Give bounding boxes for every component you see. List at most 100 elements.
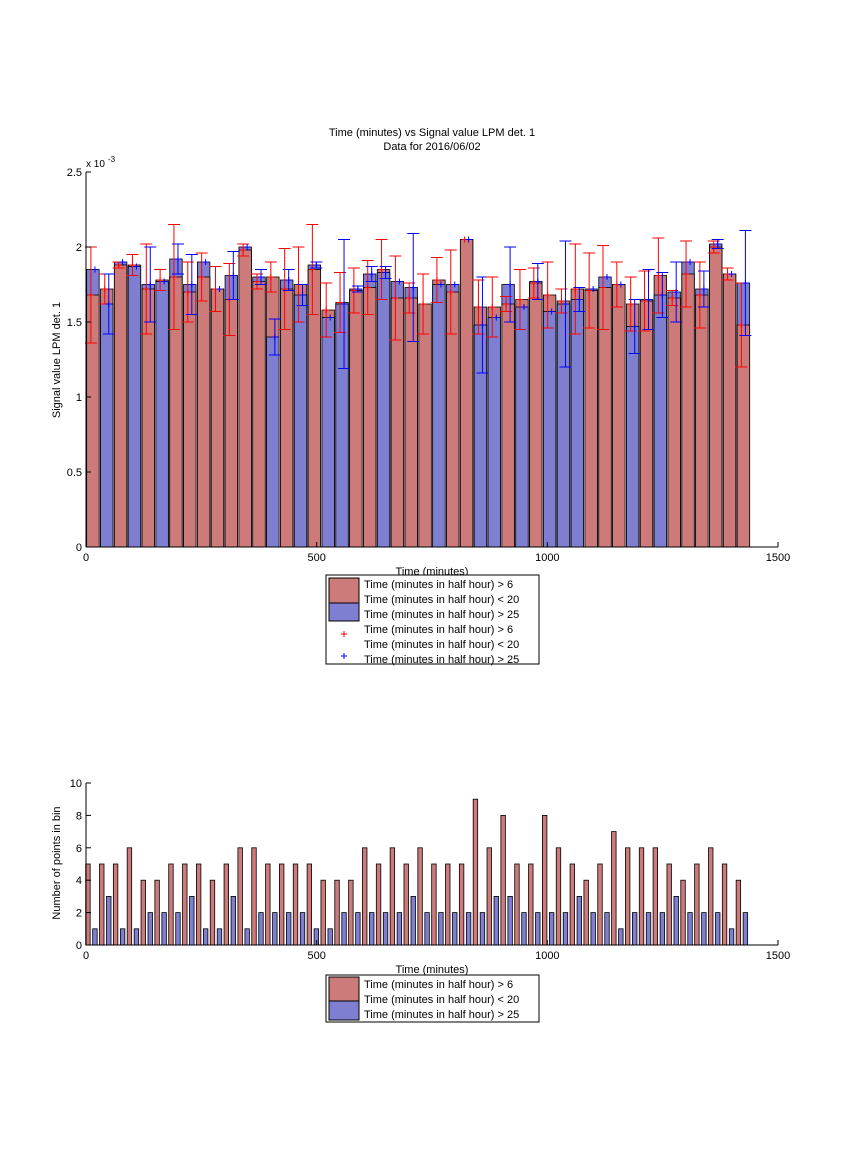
count-legend: Time (minutes in half hour) > 6 Time (min…	[325, 974, 540, 1023]
count-bar-blue	[244, 928, 250, 946]
count-bar-blue	[507, 896, 513, 946]
bar-red	[363, 287, 377, 548]
legend-box	[325, 574, 540, 665]
bar-red	[404, 297, 418, 548]
legend-swatch	[328, 602, 360, 622]
bar-red	[196, 276, 211, 548]
count-bar-red	[417, 847, 423, 946]
legend-swatch	[328, 1000, 360, 1021]
bar-red	[224, 299, 238, 548]
signal-chart: Time (minutes) vs Signal value LPM det. …	[51, 127, 790, 666]
count-bar-blue	[576, 896, 582, 946]
legend-swatch	[328, 976, 360, 1002]
count-bar-red	[611, 831, 617, 946]
bar-red	[238, 249, 252, 548]
y-tick-label: 4	[76, 875, 82, 887]
count-bar-red	[694, 863, 700, 946]
count-bar-red	[223, 863, 229, 946]
count-bar-blue	[687, 912, 693, 946]
count-bar-blue	[604, 912, 610, 946]
legend-entry: Time (minutes in half hour) > 25	[364, 1009, 519, 1021]
count-bar-red	[472, 798, 479, 946]
count-bar-blue	[341, 912, 347, 946]
count-bar-red	[251, 847, 257, 946]
count-bar-blue	[728, 928, 735, 946]
count-bar-blue	[216, 928, 223, 946]
count-bar-red	[99, 863, 105, 946]
bar-red	[584, 290, 598, 548]
count-bar-blue	[202, 928, 209, 946]
y-tick-label: 0	[76, 542, 82, 554]
count-bar-blue	[355, 912, 361, 946]
count-bar-red	[735, 879, 742, 946]
count-bar-red	[638, 847, 645, 946]
count-bar-red	[500, 815, 506, 946]
count-bar-blue	[369, 912, 375, 946]
count-bar-red	[708, 847, 714, 946]
x-tick-label: 0	[83, 950, 89, 962]
count-bar-red	[168, 863, 174, 946]
count-bar-red	[306, 863, 313, 946]
x-tick-label: 1000	[535, 950, 559, 962]
count-bar-blue	[189, 896, 195, 946]
count-bar-red	[583, 879, 589, 946]
count-bars	[85, 798, 749, 946]
y-exponent-base: x 10	[86, 159, 105, 170]
count-bar-red	[389, 847, 396, 946]
count-bar-blue	[493, 896, 499, 946]
bar-blue	[376, 272, 391, 548]
y-tick-label: 2	[76, 908, 82, 920]
count-bar-blue	[562, 912, 569, 946]
legend-entry: Time (minutes in half hour) > 6	[364, 979, 513, 991]
count-bar-blue	[618, 928, 624, 946]
count-bar-red	[514, 863, 520, 946]
legend-entry: Time (minutes in half hour) < 20	[364, 639, 519, 651]
bar-red	[169, 276, 183, 548]
bar-red	[709, 246, 723, 548]
count-bar-red	[625, 847, 631, 946]
count-bar-red	[320, 879, 326, 946]
chart-title: Time (minutes) vs Signal value LPM det. …	[329, 127, 535, 139]
count-bar-red	[334, 879, 340, 946]
bar-red	[210, 288, 225, 548]
count-bar-blue	[258, 912, 264, 946]
count-bar-red	[680, 879, 686, 946]
count-bar-red	[445, 863, 451, 946]
bar-red	[446, 291, 460, 548]
count-bar-blue	[119, 928, 126, 946]
signal-axes: 0 500 1000 1500 0 0.5 1 1.5 2 2.5	[67, 167, 791, 564]
count-bar-red	[486, 847, 492, 946]
count-bar-blue	[106, 896, 112, 946]
bar-red	[252, 281, 266, 548]
count-bar-blue	[452, 912, 458, 946]
bar-red	[183, 291, 197, 548]
bar-blue	[335, 303, 349, 548]
signal-error-bars	[84, 224, 752, 374]
count-bar-blue	[286, 912, 292, 946]
count-bar-blue	[175, 912, 181, 946]
count-bar-blue	[161, 912, 167, 946]
count-bar-blue	[521, 912, 527, 946]
y-tick-label: 0	[76, 940, 82, 952]
count-bar-red	[209, 879, 216, 946]
bar-blue	[473, 324, 488, 548]
bar-red	[667, 297, 681, 548]
legend-entry: Time (minutes in half hour) > 25	[364, 609, 519, 621]
y-tick-label: 0.5	[67, 467, 82, 479]
bar-blue	[266, 336, 280, 548]
bar-red	[598, 287, 612, 548]
bar-red	[722, 273, 737, 548]
signal-bars	[86, 239, 751, 548]
y-tick-label: 2.5	[67, 167, 82, 179]
bar-red	[307, 269, 322, 548]
y-exponent-power: -3	[108, 155, 116, 164]
x-tick-label: 1500	[766, 552, 790, 564]
bar-blue	[653, 294, 668, 548]
bar-red	[280, 288, 294, 548]
count-bar-red	[431, 863, 437, 946]
y-tick-label: 10	[70, 778, 82, 790]
count-bar-blue	[230, 896, 236, 946]
bar-blue	[100, 303, 114, 548]
legend-entry: Time (minutes in half hour) > 6	[364, 579, 513, 591]
